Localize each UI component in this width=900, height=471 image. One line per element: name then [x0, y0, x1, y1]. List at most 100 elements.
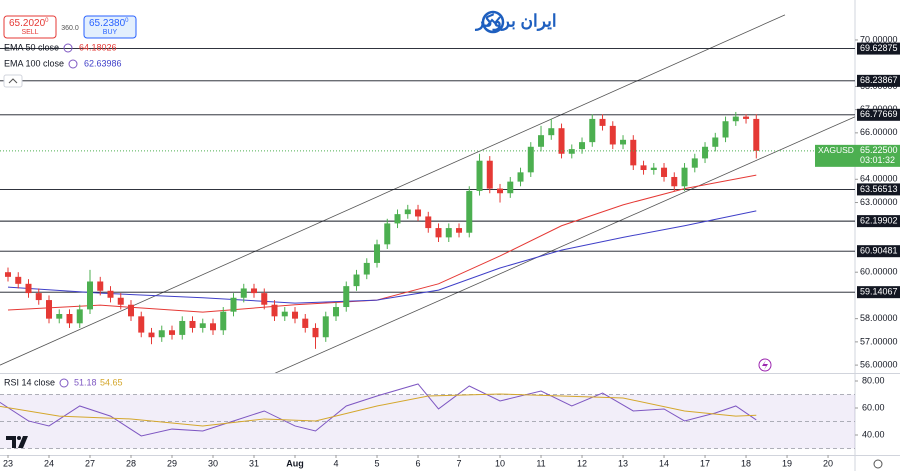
spread: 360.0 [61, 25, 79, 32]
candle-body [722, 121, 729, 138]
rsi-tick-label: 60.00 [862, 402, 885, 412]
candle-body [45, 300, 52, 319]
candle-body [158, 330, 165, 338]
tv-icon [6, 436, 28, 448]
x-tick-label: 11 [536, 458, 545, 468]
candle-body [76, 309, 83, 324]
candle-body [732, 116, 739, 122]
rsi-tick-label: 80.00 [862, 375, 885, 385]
y-tick-label: 58.00000 [860, 313, 898, 323]
candle-body [527, 146, 534, 173]
buy-price: 65.23800 [89, 18, 129, 29]
price-pane [0, 14, 855, 373]
flash-bolt [762, 360, 768, 370]
candle-body [517, 172, 524, 182]
rsi-legend-name: RSI 14 close [4, 377, 55, 387]
x-tick-label: 18 [741, 458, 751, 468]
level-label: 60.90481 [860, 246, 898, 256]
candle-body [87, 281, 93, 310]
level-label: 66.77669 [860, 109, 898, 119]
level-label-box [857, 42, 900, 55]
y-tick-label: 56.00000 [860, 359, 898, 369]
candle-body [568, 149, 575, 154]
x-tick-label: 28 [126, 458, 136, 468]
level-label: 59.14067 [860, 287, 898, 297]
ema50-legend-name: EMA 50 close [4, 42, 59, 52]
candle-body [589, 118, 596, 143]
x-tick-label: 17 [700, 458, 710, 468]
sell-label: SELL [21, 29, 38, 36]
candle-body [497, 188, 504, 194]
candle-body [271, 304, 278, 317]
candle-body [333, 307, 340, 317]
candle-body [404, 209, 411, 215]
candle-body [312, 327, 319, 338]
candle-body [486, 160, 493, 189]
rsi-line [0, 393, 757, 427]
candle-body [199, 323, 206, 328]
candle-body [743, 116, 750, 119]
level-label-box [857, 286, 900, 299]
candle-body [343, 286, 350, 308]
y-tick-label: 60.00000 [860, 267, 898, 277]
ema-line [7, 210, 757, 304]
candle-body [466, 190, 473, 233]
buy-button[interactable] [83, 15, 137, 39]
candle-body [138, 316, 145, 333]
trade-buttons: 65.20200 SELL 360.0 65.23800 BUY [3, 15, 137, 39]
candle-body [507, 181, 514, 194]
candle-body [189, 320, 196, 328]
buy-label: BUY [103, 29, 118, 36]
candle-body [579, 142, 586, 150]
candle-body [415, 209, 422, 217]
x-tick-label: 29 [167, 458, 177, 468]
tradingview-logo [6, 436, 28, 448]
x-tick-label: 4 [334, 458, 339, 468]
x-tick-label: 24 [44, 458, 54, 468]
legend-icon [59, 378, 69, 388]
legend: EMA 50 close 64.18026 EMA 100 close 62.6… [3, 42, 123, 388]
candle-body [476, 160, 483, 191]
collapse-button[interactable] [3, 74, 23, 88]
rsi-ma-legend-value: 54.65 [100, 377, 123, 387]
candle-body [650, 167, 657, 171]
x-tick-label: 19 [782, 458, 792, 468]
candle-body [261, 293, 268, 305]
candle-body [97, 281, 104, 291]
y-tick-label: 63.00000 [860, 197, 898, 207]
rsi-legend-value: 51.18 [74, 377, 97, 387]
chevron [8, 78, 18, 84]
flash-icon[interactable] [758, 358, 772, 372]
sell-button[interactable] [3, 15, 57, 39]
candle-body [712, 137, 719, 147]
level-label: 62.19902 [860, 216, 898, 226]
candle-body [640, 165, 647, 171]
settings-icon[interactable] [873, 459, 883, 469]
logo-text: ایران بروکر [474, 11, 557, 31]
symbol-label: XAGUSD [818, 145, 854, 155]
x-tick-label: 7 [457, 458, 462, 468]
candle-body [425, 216, 432, 229]
y-tick-label: 64.00000 [860, 174, 898, 184]
x-tick-label: 6 [416, 458, 421, 468]
x-tick-label: 14 [659, 458, 669, 468]
candle-body [230, 297, 237, 312]
x-tick-label: 10 [495, 458, 505, 468]
logo-arrow [486, 16, 501, 27]
rsi-tick-label: 40.00 [862, 429, 885, 439]
candle-body [445, 228, 452, 238]
candle-body [609, 125, 616, 145]
candle-body [179, 320, 186, 335]
candle-body [435, 228, 442, 238]
tv-dot [17, 436, 21, 440]
candle-body [25, 283, 32, 294]
rsi-pane [0, 383, 855, 449]
candle-body [671, 176, 678, 187]
candle-body [240, 288, 247, 298]
x-tick-label: 13 [618, 458, 628, 468]
candle-body [117, 297, 124, 305]
legend-icon [68, 59, 78, 69]
candle-body [107, 290, 114, 298]
